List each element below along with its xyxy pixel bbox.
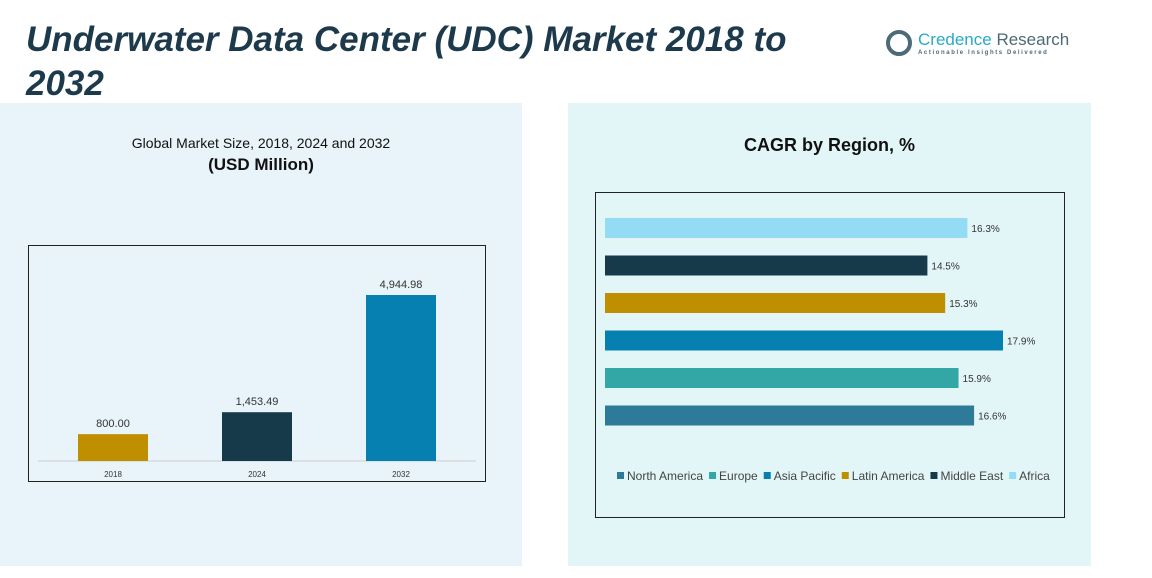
- data-label: 16.6%: [978, 412, 1006, 423]
- legend-label: North America: [627, 469, 703, 483]
- logo-tagline: Actionable Insights Delivered: [918, 50, 1049, 56]
- data-label: 15.9%: [963, 374, 991, 385]
- x-tick-label: 2018: [104, 470, 122, 479]
- data-label: 4,944.98: [380, 279, 423, 291]
- legend-label: Middle East: [940, 469, 1003, 483]
- bar-africa: [605, 218, 968, 238]
- legend-swatch: [1009, 472, 1017, 479]
- data-label: 1,453.49: [236, 396, 279, 408]
- legend-label: Asia Pacific: [774, 469, 836, 483]
- x-tick-label: 2032: [392, 470, 410, 479]
- data-label: 14.5%: [931, 262, 959, 273]
- data-label: 16.3%: [971, 224, 999, 235]
- bar-asia-pacific: [605, 330, 1003, 351]
- bar-2018: [78, 434, 148, 461]
- legend-swatch: [763, 472, 771, 479]
- legend-label: Africa: [1019, 469, 1050, 483]
- legend-swatch: [930, 472, 938, 479]
- data-label: 800.00: [96, 418, 130, 430]
- legend-label: Europe: [719, 469, 758, 483]
- legend-swatch: [841, 472, 849, 479]
- data-label: 15.3%: [949, 299, 977, 310]
- legend-swatch: [617, 472, 624, 479]
- cagr-chart: 16.3% 14.5% 15.3% 17.9% 15.9% 16.6% North Amer…: [595, 192, 1065, 518]
- cagr-panel: CAGR by Region, % 16.3% 14.5% 15.3% 17.9% 15…: [568, 103, 1091, 566]
- logo-chart-icon: [886, 30, 912, 56]
- chart-title: CAGR by Region, %: [743, 135, 915, 155]
- bar-2032: [366, 295, 436, 461]
- legend-swatch: [709, 472, 717, 479]
- x-tick-label: 2024: [248, 470, 266, 479]
- legend-label: Latin America: [852, 469, 925, 483]
- credence-logo: Credence Research Actionable Insights De…: [886, 30, 1069, 56]
- market-size-panel: Global Market Size, 2018, 2024 and 2032 …: [0, 103, 522, 566]
- logo-name-b: Research: [991, 30, 1070, 49]
- data-label: 17.9%: [1007, 337, 1035, 348]
- bar-middle-east: [605, 255, 928, 276]
- chart-subtitle: (USD Million): [208, 155, 314, 174]
- bar-north-america: [605, 405, 975, 426]
- logo-name: Credence: [918, 30, 992, 49]
- bar-2024: [222, 412, 292, 461]
- market-size-chart: 800.00 2018 1,453.49 2024 4,944.98 2032: [28, 245, 486, 482]
- chart-title: Global Market Size, 2018, 2024 and 2032: [131, 135, 391, 151]
- page-title: Underwater Data Center (UDC) Market 2018…: [26, 20, 787, 103]
- bar-europe: [605, 368, 959, 388]
- bar-latin-america: [605, 293, 946, 313]
